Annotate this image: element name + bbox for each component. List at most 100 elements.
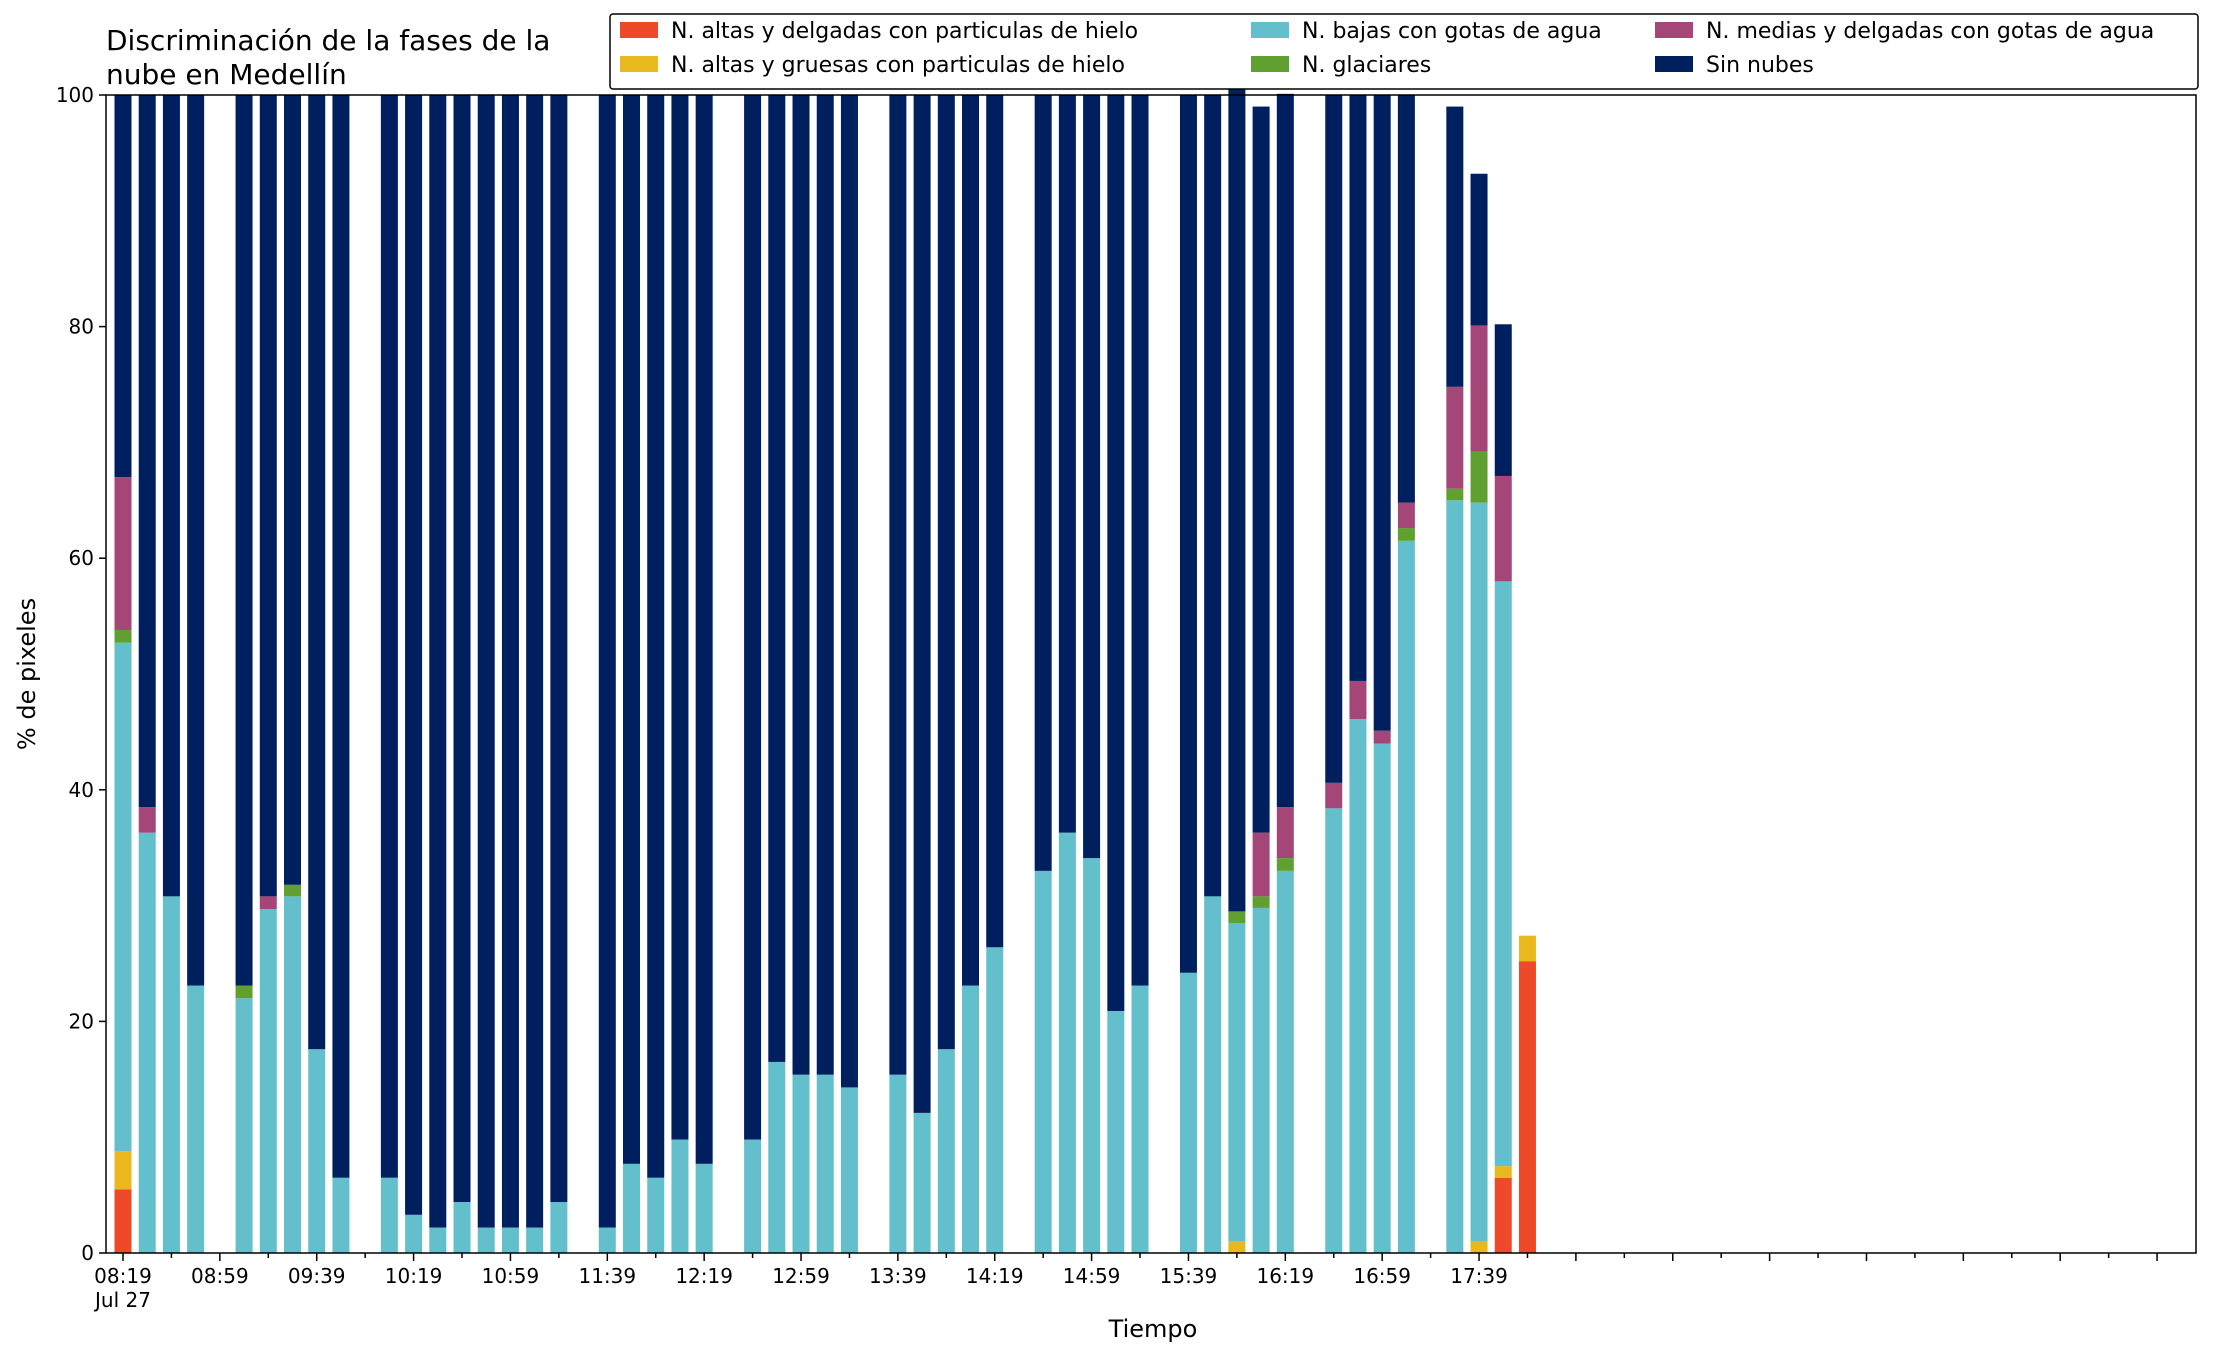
bar-13-series-2 xyxy=(477,1227,495,1253)
bar-15-series-5 xyxy=(526,95,544,1228)
bar-9-series-2 xyxy=(380,1177,398,1253)
bar-11-series-2 xyxy=(429,1227,447,1253)
bar-48-series-0 xyxy=(1494,1177,1512,1253)
bar-4-series-2 xyxy=(235,998,253,1253)
x-tick-label: 13:39 xyxy=(869,1264,927,1288)
y-tick-label: 60 xyxy=(69,546,94,570)
bar-46-series-2 xyxy=(1446,500,1464,1253)
bar-0-series-3 xyxy=(114,630,132,643)
bar-0-series-0 xyxy=(114,1189,132,1253)
plot-frame xyxy=(105,94,2197,1254)
bar-10-series-5 xyxy=(405,95,423,1215)
bar-38-series-5 xyxy=(1204,95,1222,897)
legend-swatch-1 xyxy=(620,56,658,72)
bar-18-series-5 xyxy=(623,95,641,1164)
bar-41-series-3 xyxy=(1276,858,1294,871)
bar-0-series-4 xyxy=(114,477,132,630)
bar-29-series-5 xyxy=(937,95,955,1050)
bar-22-series-2 xyxy=(744,1139,762,1253)
bar-40-series-4 xyxy=(1252,832,1270,897)
bar-25-series-2 xyxy=(816,1074,834,1253)
legend: N. altas y delgadas con particulas de hi… xyxy=(609,13,2199,90)
bar-33-series-5 xyxy=(1058,95,1076,833)
bar-42-series-5 xyxy=(1325,95,1343,783)
bar-3-series-5 xyxy=(187,95,205,986)
bar-35-series-5 xyxy=(1107,95,1125,1011)
legend-label-5: Sin nubes xyxy=(1706,53,1814,78)
legend-swatch-2 xyxy=(1251,22,1289,38)
bar-9-series-5 xyxy=(380,95,398,1178)
bar-48-series-1 xyxy=(1494,1166,1512,1178)
y-axis-label: % de pixeles xyxy=(13,598,41,750)
bar-34-series-5 xyxy=(1083,95,1101,859)
bar-32-series-5 xyxy=(1034,95,1052,871)
bar-28-series-2 xyxy=(913,1112,931,1253)
bar-16-series-5 xyxy=(550,95,568,1203)
x-tick-label: 15:39 xyxy=(1160,1264,1218,1288)
bar-8-series-5 xyxy=(332,95,350,1178)
x-axis-label: Tiempo xyxy=(1108,1315,1198,1343)
bar-26-series-2 xyxy=(840,1087,858,1253)
bar-28-series-5 xyxy=(913,95,931,1113)
y-tick-label: 100 xyxy=(56,83,94,107)
bar-4-series-5 xyxy=(235,95,253,986)
bars-layer xyxy=(114,83,1536,1253)
bar-6-series-5 xyxy=(284,95,301,885)
bar-13-series-5 xyxy=(477,95,495,1228)
bar-21-series-5 xyxy=(695,95,713,1164)
bar-5-series-5 xyxy=(259,95,277,897)
bar-31-series-2 xyxy=(986,947,1004,1253)
bar-38-series-2 xyxy=(1204,896,1222,1253)
bar-0-series-1 xyxy=(114,1151,132,1190)
x-tick-label: 08:59 xyxy=(191,1264,249,1288)
x-tick-label: 16:19 xyxy=(1256,1264,1314,1288)
bar-14-series-5 xyxy=(501,95,519,1228)
y-tick-label: 80 xyxy=(69,315,94,339)
bar-29-series-2 xyxy=(937,1049,955,1253)
x-tick-label: 11:39 xyxy=(578,1264,636,1288)
bar-0-series-5 xyxy=(114,95,132,478)
bar-43-series-5 xyxy=(1349,95,1367,681)
x-tick-label: 16:59 xyxy=(1353,1264,1411,1288)
x-tick-label: 10:19 xyxy=(385,1264,443,1288)
bar-23-series-5 xyxy=(768,95,786,1062)
legend-label-2: N. bajas con gotas de agua xyxy=(1302,19,1602,44)
legend-swatch-3 xyxy=(1251,56,1289,72)
bar-40-series-2 xyxy=(1252,907,1270,1253)
bar-14-series-2 xyxy=(501,1227,519,1253)
bar-10-series-2 xyxy=(405,1214,423,1253)
bar-47-series-1 xyxy=(1470,1241,1488,1253)
bar-34-series-2 xyxy=(1083,858,1101,1253)
bar-48-series-5 xyxy=(1494,324,1512,476)
bar-40-series-3 xyxy=(1252,896,1270,908)
bar-24-series-2 xyxy=(792,1074,810,1253)
bar-45-series-5 xyxy=(1397,95,1415,503)
bar-11-series-5 xyxy=(429,95,447,1228)
bar-46-series-3 xyxy=(1446,488,1464,501)
bar-0-series-2 xyxy=(114,642,132,1152)
bar-44-series-2 xyxy=(1373,743,1391,1253)
bar-49-series-0 xyxy=(1518,961,1536,1253)
bar-41-series-5 xyxy=(1276,93,1294,808)
x-tick-label: 17:39 xyxy=(1450,1264,1508,1288)
bar-43-series-4 xyxy=(1349,680,1367,720)
chart-title-line-1: Discriminación de la fases de la xyxy=(106,24,550,57)
bar-46-series-5 xyxy=(1446,106,1464,387)
bar-2-series-2 xyxy=(162,896,180,1253)
bar-41-series-2 xyxy=(1276,870,1294,1253)
bar-24-series-5 xyxy=(792,95,810,1075)
bar-47-series-2 xyxy=(1470,502,1488,1242)
bar-3-series-2 xyxy=(187,985,205,1253)
bar-26-series-5 xyxy=(840,95,858,1088)
bar-41-series-4 xyxy=(1276,807,1294,859)
bar-20-series-2 xyxy=(671,1139,689,1253)
bar-27-series-5 xyxy=(889,95,907,1075)
legend-label-4: N. medias y delgadas con gotas de agua xyxy=(1706,19,2154,44)
x-tick-label: 10:59 xyxy=(482,1264,540,1288)
bar-23-series-2 xyxy=(768,1061,786,1253)
bar-25-series-5 xyxy=(816,95,834,1075)
bar-47-series-5 xyxy=(1470,173,1488,326)
bar-36-series-2 xyxy=(1131,985,1149,1253)
bar-7-series-2 xyxy=(308,1049,326,1253)
bar-1-series-2 xyxy=(138,832,156,1253)
